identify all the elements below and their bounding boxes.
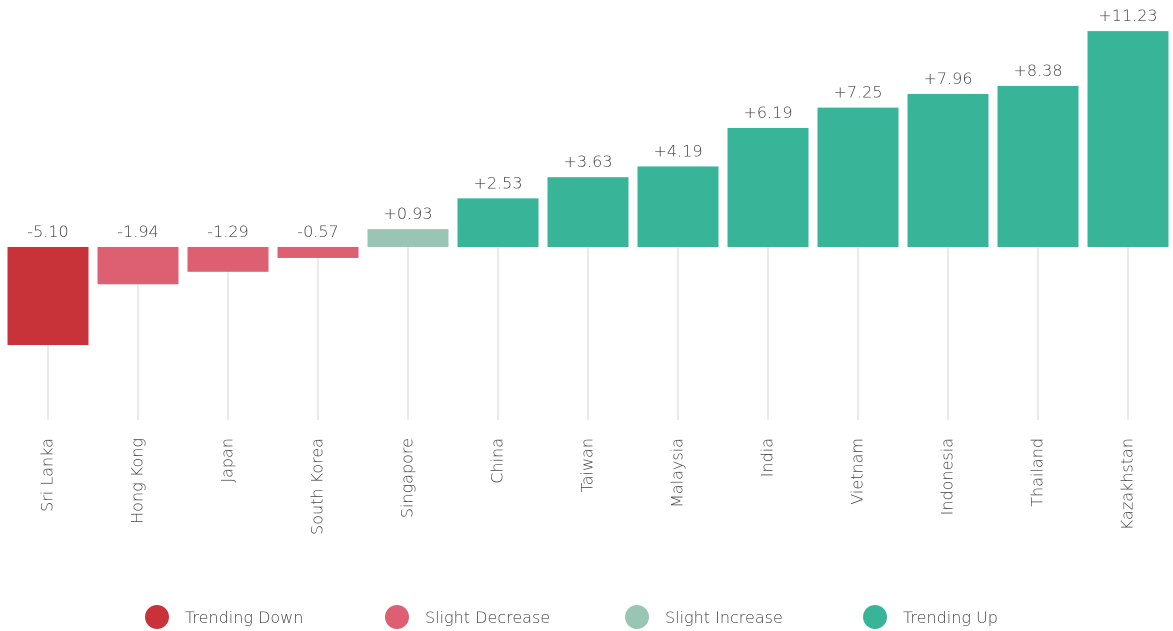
bar [547, 177, 629, 247]
bar [637, 166, 719, 247]
legend-label: Slight Increase [665, 608, 783, 627]
bar [1087, 31, 1169, 247]
bar [367, 229, 449, 247]
legend-swatch [145, 605, 169, 629]
value-label: +6.19 [743, 103, 792, 122]
bar [7, 246, 89, 346]
value-label: +7.25 [833, 83, 882, 102]
bar [907, 93, 989, 247]
legend-swatch [385, 605, 409, 629]
value-label: -5.10 [27, 222, 68, 241]
legend-swatch [863, 605, 887, 629]
bar [997, 85, 1079, 247]
x-tick-label: Japan [218, 438, 237, 483]
x-tick-label: South Korea [308, 438, 327, 535]
value-label: +8.38 [1013, 61, 1062, 80]
bar [277, 246, 359, 258]
x-tick-label: Hong Kong [128, 438, 147, 524]
value-label: -0.57 [297, 222, 338, 241]
value-label: +7.96 [923, 69, 972, 88]
x-tick-label: China [488, 438, 507, 484]
x-tick-label: India [758, 438, 777, 477]
x-tick-label: Vietnam [848, 438, 867, 505]
x-tick-label: Thailand [1028, 438, 1047, 507]
value-label: +3.63 [563, 152, 612, 171]
legend-label: Slight Decrease [425, 608, 550, 627]
value-label: +11.23 [1098, 6, 1157, 25]
value-label: +0.93 [383, 204, 432, 223]
value-label: +2.53 [473, 173, 522, 192]
legend-swatch [625, 605, 649, 629]
x-tick-label: Singapore [398, 438, 417, 518]
x-tick-label: Malaysia [668, 438, 687, 508]
legend-label: Trending Up [903, 608, 998, 627]
bar [187, 246, 269, 272]
bar [727, 127, 809, 247]
legend-label: Trending Down [185, 608, 303, 627]
x-tick-label: Kazakhstan [1118, 438, 1137, 530]
x-tick-label: Indonesia [938, 438, 957, 515]
bar [817, 107, 899, 247]
bar [97, 246, 179, 285]
value-label: +4.19 [653, 141, 702, 160]
x-tick-label: Sri Lanka [38, 438, 57, 512]
x-tick-label: Taiwan [578, 438, 597, 492]
value-label: -1.94 [117, 222, 158, 241]
value-label: -1.29 [207, 222, 248, 241]
bar [457, 198, 539, 247]
